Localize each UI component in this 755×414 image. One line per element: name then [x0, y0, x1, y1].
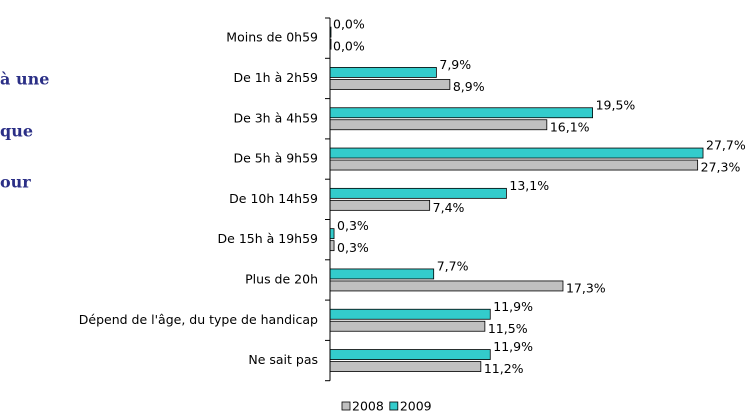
category-label: De 5h à 9h59 [233, 151, 318, 166]
annotation: our [0, 173, 31, 192]
value-label: 0,0% [333, 17, 365, 32]
bar [329, 268, 435, 280]
legend-label: 2009 [400, 399, 432, 414]
value-label: 0,3% [337, 240, 369, 255]
value-label: 27,3% [701, 160, 741, 175]
legend-label: 2008 [352, 399, 384, 414]
annotation: à une [0, 70, 49, 89]
value-label: 16,1% [550, 119, 590, 134]
category-label: De 10h 14h59 [229, 191, 318, 206]
bar [329, 280, 564, 292]
value-label: 11,9% [493, 299, 533, 314]
bar [329, 349, 491, 360]
legend-swatch [341, 401, 351, 411]
category-label: Ne sait pas [248, 352, 318, 367]
bar [329, 199, 431, 211]
value-label: 0,0% [333, 39, 365, 54]
bar [329, 147, 704, 159]
category-label: Plus de 20h [245, 271, 318, 286]
bar [329, 107, 594, 119]
bar [329, 361, 482, 372]
bar [329, 308, 491, 320]
value-label: 17,3% [566, 280, 606, 295]
value-label: 19,5% [596, 97, 636, 112]
value-label: 11,9% [493, 339, 533, 354]
bar [329, 240, 335, 252]
bar [329, 228, 335, 240]
bar [329, 159, 699, 171]
bar [329, 187, 507, 199]
category-label: Moins de 0h59 [226, 30, 318, 45]
bar [329, 67, 437, 78]
value-label: 11,2% [484, 361, 524, 376]
bar [329, 320, 486, 332]
bar [329, 79, 451, 90]
category-label: De 15h à 19h59 [218, 231, 319, 246]
value-label: 7,7% [437, 258, 469, 273]
value-label: 27,7% [706, 138, 746, 153]
category-label: De 1h à 2h59 [233, 70, 318, 85]
value-label: 0,3% [337, 218, 369, 233]
category-label: Dépend de l'âge, du type de handicap [79, 312, 318, 327]
value-label: 8,9% [453, 79, 485, 94]
annotation: que [0, 122, 33, 141]
bar [329, 119, 548, 131]
legend-swatch [389, 401, 399, 411]
value-label: 7,9% [439, 57, 471, 72]
value-label: 11,5% [488, 321, 528, 336]
category-label: De 3h à 4h59 [233, 110, 318, 125]
value-label: 13,1% [509, 178, 549, 193]
value-label: 7,4% [433, 200, 465, 215]
